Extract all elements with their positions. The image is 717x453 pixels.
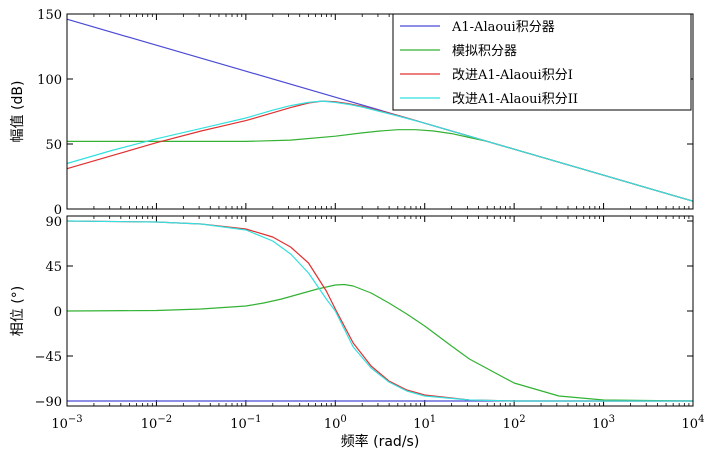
- phase-panel: −90 −45 0 45 90 相位 (°) 10−3 10−2 10−1 100 101 102…: [10, 215, 704, 450]
- legend-label: 改进A1-Alaoui积分II: [452, 92, 578, 107]
- series-line: [66, 100, 694, 202]
- x-tick-label: 104: [682, 414, 705, 432]
- legend-label: 模拟积分器: [452, 44, 517, 59]
- series-line: [66, 220, 693, 402]
- x-tick-label: 100: [324, 414, 347, 432]
- y-tick-label: 45: [45, 260, 62, 275]
- phase-series: [66, 220, 694, 402]
- phase-y-axis-label: 相位 (°): [10, 286, 26, 336]
- y-tick-label: −45: [35, 350, 62, 365]
- magnitude-series: [66, 18, 694, 202]
- legend-box: [392, 13, 692, 111]
- legend-label: 改进A1-Alaoui积分I: [452, 68, 573, 83]
- series-line: [66, 283, 694, 402]
- y-tick-label: 90: [45, 215, 62, 230]
- x-tick-label: 102: [503, 414, 526, 432]
- series-line: [66, 100, 694, 202]
- series-line: [67, 129, 694, 202]
- y-tick-label: 0: [54, 305, 62, 320]
- x-tick-label: 10−1: [230, 414, 261, 432]
- y-tick-label: 150: [37, 8, 62, 23]
- x-tick-labels: 10−3 10−2 10−1 100 101 102 103 104: [51, 414, 704, 432]
- x-tick-label: 10−2: [141, 414, 172, 432]
- magnitude-y-axis-label: 幅值 (dB): [10, 81, 26, 143]
- legend-label: A1-Alaoui积分器: [451, 20, 555, 35]
- x-tick-label: 103: [592, 414, 615, 432]
- x-tick-label: 101: [413, 414, 436, 432]
- x-axis-label: 频率 (rad/s): [341, 433, 420, 450]
- y-tick-label: 0: [54, 203, 62, 218]
- x-tick-label: 10−3: [51, 414, 82, 432]
- phase-ticks: −90 −45 0 45 90: [35, 215, 694, 410]
- magnitude-axes-frame: [66, 13, 694, 210]
- series-line: [66, 220, 693, 402]
- y-tick-label: 50: [45, 138, 62, 153]
- y-tick-label: −90: [35, 395, 62, 410]
- phase-axes-frame: [66, 215, 694, 407]
- y-tick-label: 100: [37, 73, 62, 88]
- magnitude-panel: 0 50 100 150 幅值 (dB) A1-Alaoui积分器模拟积分器改进A1-…: [10, 8, 694, 218]
